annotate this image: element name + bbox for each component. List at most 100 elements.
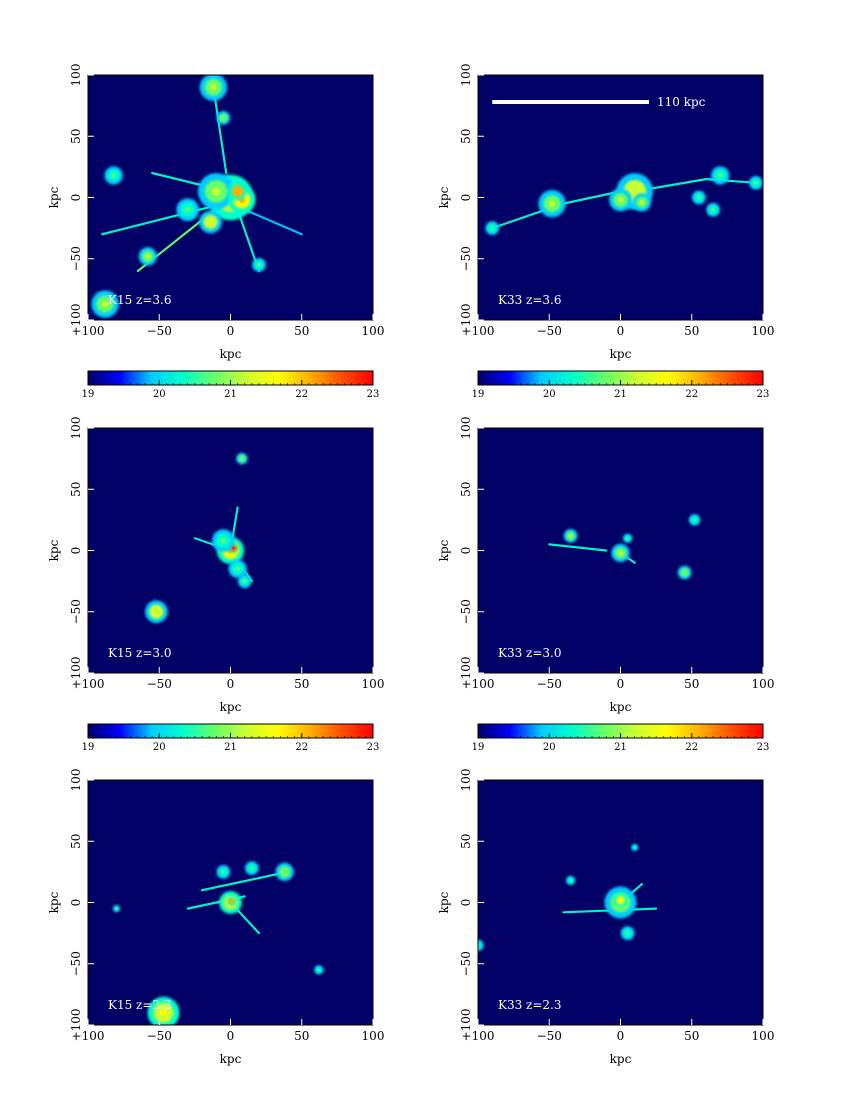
x-tick-label: 0 xyxy=(227,324,235,338)
gas-clump-core xyxy=(235,566,240,571)
gas-clump-core xyxy=(754,181,758,185)
colorbar-tick-label: 20 xyxy=(153,389,166,400)
y-tick-label: −50 xyxy=(459,599,473,624)
x-axis-label: kpc xyxy=(610,700,632,714)
x-tick-label: 0 xyxy=(617,677,625,691)
panel-5: −100−100 −50 −50 0 0 50 50 100 100 kpc kpc K33 z=2.… xyxy=(437,769,774,1066)
filament xyxy=(101,202,225,236)
gas-clump-core xyxy=(230,900,233,903)
gas-clump-core xyxy=(160,1009,168,1017)
gas-clump-core xyxy=(618,550,623,555)
gas-clump-core xyxy=(683,571,687,575)
y-tick-label: 50 xyxy=(459,129,473,144)
colorbar-tick-label: 20 xyxy=(543,742,556,753)
gas-clump-core xyxy=(111,173,116,178)
x-tick-label: −100 xyxy=(72,324,105,338)
gas-clump-core xyxy=(232,546,235,550)
colorbar-tick-label: 23 xyxy=(367,389,380,400)
y-tick-label: 50 xyxy=(459,482,473,497)
y-tick-label: −50 xyxy=(69,599,83,624)
y-tick-label: −100 xyxy=(69,1009,83,1042)
gas-clump-core xyxy=(618,197,623,203)
y-axis-label: kpc xyxy=(437,186,451,208)
gas-clump-core xyxy=(549,200,556,207)
x-axis-label: kpc xyxy=(610,1052,632,1066)
colorbar-tick-label: 19 xyxy=(82,389,95,400)
x-tick-label: 50 xyxy=(294,677,309,691)
x-tick-label: 100 xyxy=(752,1029,775,1043)
gas-clump-core xyxy=(718,173,723,178)
gas-clump-core xyxy=(317,968,320,971)
x-axis-label: kpc xyxy=(220,1052,242,1066)
filament xyxy=(212,86,228,175)
panel-label: K33 z=3.0 xyxy=(498,646,562,660)
y-tick-label: −100 xyxy=(69,657,83,690)
colorbar-tick-label: 19 xyxy=(82,742,95,753)
y-tick-label: 100 xyxy=(69,769,83,792)
y-tick-label: 0 xyxy=(459,547,473,555)
y-tick-label: 0 xyxy=(459,194,473,202)
y-tick-label: 50 xyxy=(459,834,473,849)
filament xyxy=(200,870,289,892)
y-tick-label: −100 xyxy=(459,304,473,337)
panel-3: −100−100 −50 −50 0 0 50 50 100 100 kpc kpc K33 z=3.… xyxy=(437,417,774,753)
gas-clump-core xyxy=(282,869,287,874)
x-tick-label: 100 xyxy=(362,1029,385,1043)
colorbar: 19 20 21 22 23 xyxy=(82,370,380,400)
gas-clump-core xyxy=(102,301,109,308)
y-tick-label: 100 xyxy=(69,417,83,440)
gas-clump-core xyxy=(639,200,644,205)
x-tick-label: 0 xyxy=(227,1029,235,1043)
gas-clump-core xyxy=(240,457,244,460)
colorbar-tick-label: 21 xyxy=(224,742,237,753)
y-tick-label: 0 xyxy=(69,547,83,555)
colorbar-tick-label: 22 xyxy=(685,389,698,400)
x-axis-label: kpc xyxy=(220,347,242,361)
gas-clump-core xyxy=(490,226,494,230)
y-tick-label: 50 xyxy=(69,482,83,497)
colorbar-tick-label: 23 xyxy=(367,742,380,753)
x-tick-label: 0 xyxy=(227,677,235,691)
x-tick-label: −50 xyxy=(147,677,172,691)
y-tick-label: 100 xyxy=(459,769,473,792)
x-tick-label: 100 xyxy=(752,677,775,691)
x-tick-label: −100 xyxy=(72,1029,105,1043)
density-map xyxy=(478,843,658,952)
gas-clump-core xyxy=(221,116,225,120)
gas-clump-core xyxy=(569,534,573,538)
gas-clump-core xyxy=(212,187,221,196)
colorbar: 19 20 21 22 23 xyxy=(472,370,770,400)
gas-clump-core xyxy=(711,208,715,212)
colorbar-tick-label: 21 xyxy=(614,742,627,753)
colorbar: 19 20 21 22 23 xyxy=(82,723,380,753)
gas-clump-core xyxy=(243,579,247,583)
colorbar-tick-label: 23 xyxy=(757,389,770,400)
x-tick-label: 50 xyxy=(684,324,699,338)
y-tick-label: −100 xyxy=(459,657,473,690)
gas-clump xyxy=(478,941,482,949)
y-tick-label: 100 xyxy=(69,64,83,87)
gas-clump-core xyxy=(626,931,630,935)
x-tick-label: 50 xyxy=(684,677,699,691)
x-tick-label: 0 xyxy=(617,1029,625,1043)
x-tick-label: 100 xyxy=(362,677,385,691)
scale-bar-label: 110 kpc xyxy=(657,95,706,109)
colorbar-tick-label: 21 xyxy=(224,389,237,400)
panel-label: K15 z=3.0 xyxy=(108,646,172,660)
gas-clump-core xyxy=(626,537,629,540)
y-tick-label: 0 xyxy=(69,194,83,202)
filament xyxy=(243,208,303,236)
x-tick-label: −50 xyxy=(537,677,562,691)
x-tick-label: 50 xyxy=(294,1029,309,1043)
gas-clump-core xyxy=(257,263,261,267)
panel-2: −100−100 −50 −50 0 0 50 50 100 100 kpc kpc K15 z=3.… xyxy=(47,417,384,753)
x-tick-label: −100 xyxy=(462,1029,495,1043)
filament xyxy=(151,171,204,187)
gas-clump-core xyxy=(693,518,696,522)
y-tick-label: −100 xyxy=(69,304,83,337)
colorbar: 19 20 21 22 23 xyxy=(472,723,769,753)
colorbar-tick-label: 21 xyxy=(614,389,627,400)
gas-clump-core xyxy=(115,907,118,910)
